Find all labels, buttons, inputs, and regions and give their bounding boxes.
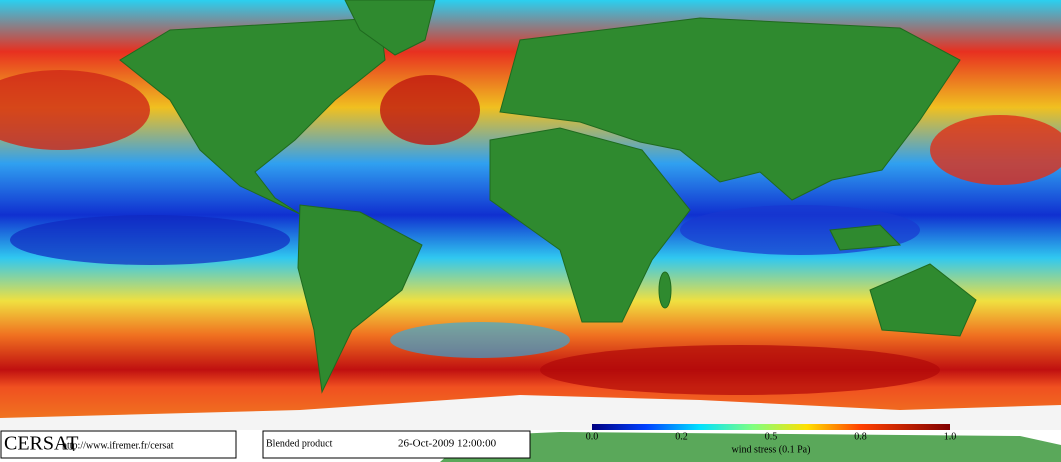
colorbar-tick-label: 0.0: [586, 431, 599, 442]
antarctica-coast: [440, 432, 1061, 462]
colorbar-label: wind stress (0.1 Pa): [732, 444, 811, 455]
info-box: [262, 430, 531, 459]
colorbar: [592, 424, 950, 430]
logo-box: [0, 430, 237, 459]
antarctica: [0, 395, 1061, 430]
continent: [499, 17, 961, 201]
wind-patch: [540, 345, 940, 395]
continent: [869, 263, 977, 337]
url: http://www.ifremer.fr/cersat: [62, 440, 174, 451]
island: [658, 271, 672, 309]
colorbar-tick-label: 1.0: [944, 431, 957, 442]
date: 26-Oct-2009 12:00:00: [398, 438, 497, 450]
map: [0, 0, 1061, 430]
wind-patch: [0, 70, 150, 150]
wind-patch: [390, 322, 570, 358]
colorbar-tick-label: 0.2: [675, 431, 688, 442]
wind-patch: [380, 75, 480, 145]
wind-patch: [10, 215, 290, 265]
logo: CERSAT: [4, 433, 78, 455]
wind-patch: [930, 115, 1061, 185]
island: [829, 224, 902, 251]
continent: [119, 17, 386, 215]
product: Blended product: [266, 438, 333, 449]
continent: [489, 127, 691, 323]
colorbar-tick-label: 0.8: [854, 431, 867, 442]
colorbar-tick-label: 0.5: [765, 431, 778, 442]
continent: [344, 0, 436, 56]
continent: [297, 204, 423, 394]
